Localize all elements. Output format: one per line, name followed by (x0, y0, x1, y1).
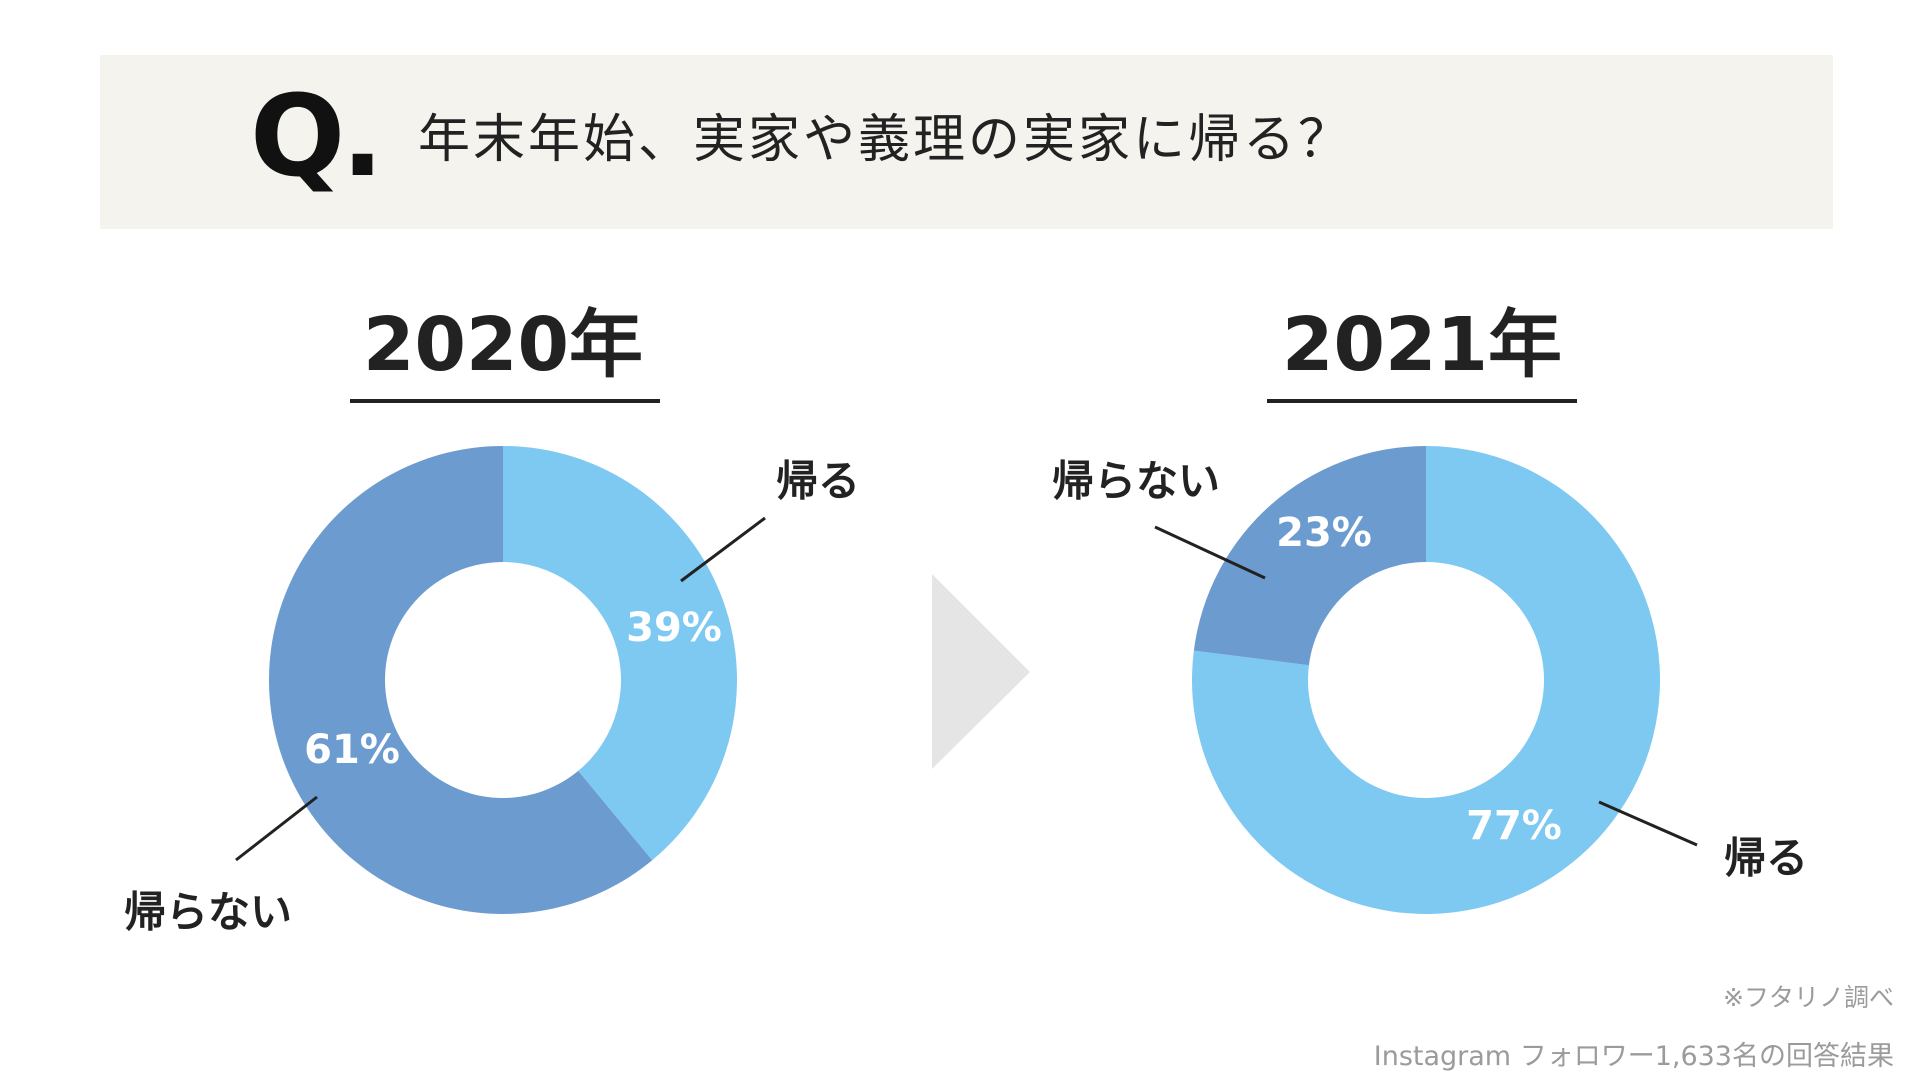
donut-2020-slice-0 (503, 446, 738, 861)
donut-2021-leader-line-1 (1154, 525, 1266, 580)
donut-2020-category-label-1: 帰らない (124, 888, 292, 937)
donut-2020-leader-line-0 (680, 516, 766, 583)
donut-2020-slice-1 (269, 446, 653, 915)
survey-sample-note: Instagram フォロワー1,633名の回答結果 (1373, 1041, 1894, 1072)
donut-2020-category-label-0: 帰る (776, 457, 860, 506)
question-text: 年末年始、実家や義理の実家に帰る？ (418, 110, 1354, 170)
chart-2021-title-underline (1267, 399, 1577, 403)
donut-2021-value-label-1: 23% (1276, 510, 1372, 556)
chart-2020-title: 2020年 (363, 302, 643, 388)
donut-2020-leader-line-1 (235, 795, 318, 862)
triangle-right-icon (932, 574, 1030, 769)
donut-2021-category-label-1: 帰らない (1052, 457, 1220, 506)
donut-2021-leader-line-0 (1598, 800, 1698, 847)
donut-2021-category-label-0: 帰る (1724, 834, 1808, 883)
donut-2021-slice-0 (1192, 446, 1661, 914)
donut-2021-value-label-0: 77% (1466, 803, 1562, 849)
chart-2020-title-underline (350, 399, 660, 403)
question-mark: Q. (250, 72, 384, 202)
survey-source-note: ※フタリノ調べ (1723, 983, 1894, 1012)
question-banner: Q. 年末年始、実家や義理の実家に帰る？ (100, 55, 1833, 229)
chart-2021-title: 2021年 (1282, 302, 1562, 388)
donut-2021-slice-1 (1193, 446, 1426, 666)
donut-2020-value-label-1: 61% (304, 727, 400, 773)
donut-2020-value-label-0: 39% (626, 605, 722, 651)
